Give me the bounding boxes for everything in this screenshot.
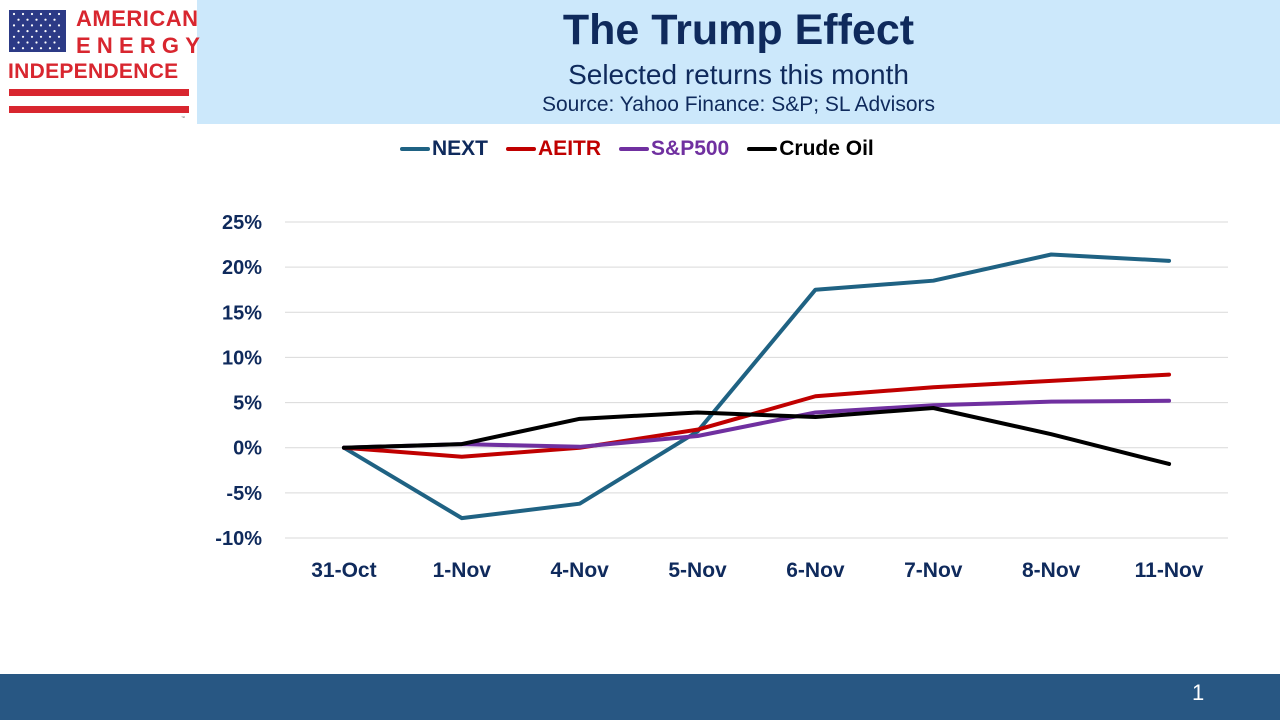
- flag-star: [21, 47, 25, 50]
- flag-star: [39, 47, 43, 50]
- flag-star: [35, 41, 38, 44]
- flag-star: [12, 12, 16, 16]
- legend-item-next: NEXT: [400, 137, 488, 161]
- y-tick-label: 10%: [222, 347, 262, 369]
- flag-star: [26, 18, 29, 21]
- logo-text-energy: ENERGY: [76, 33, 207, 58]
- legend-item-crude-oil: Crude Oil: [747, 137, 874, 161]
- legend-label-aeitr: AEITR: [538, 137, 602, 160]
- flag-star: [53, 41, 56, 44]
- footer-band: [0, 674, 1280, 720]
- legend-label-sp500: S&P500: [651, 137, 730, 160]
- slide-subtitle: Selected returns this month: [568, 59, 909, 90]
- header-band: [197, 0, 1280, 124]
- series-line-s-p500: [341, 398, 1172, 450]
- flag-star: [17, 18, 20, 21]
- x-axis-ticks: 31-Oct 1-Nov 4-Nov 5-Nov 6-Nov 7-Nov 8-Nov 11-N…: [311, 559, 1204, 582]
- flag-star: [35, 30, 38, 33]
- y-tick-label: 25%: [222, 212, 262, 234]
- flag-star: [39, 12, 43, 16]
- x-tick-label: 31-Oct: [311, 559, 376, 582]
- trademark-symbol: ™: [181, 115, 185, 120]
- logo-text-independence: INDEPENDENCE: [8, 60, 179, 83]
- x-tick-label: 5-Nov: [668, 559, 727, 582]
- flag-star: [39, 35, 43, 38]
- flag-star: [30, 24, 34, 27]
- y-tick-label: 20%: [222, 257, 262, 279]
- flag-star: [21, 12, 25, 16]
- x-tick-label: 11-Nov: [1135, 559, 1204, 582]
- flag-star: [17, 30, 20, 33]
- legend-swatch-sp500: [619, 147, 650, 151]
- flag-star: [17, 41, 20, 44]
- y-axis-ticks: 25% 20% 15% 10% 5% 0% -5% -10%: [215, 212, 262, 550]
- flag-star: [53, 18, 56, 21]
- flag-star: [30, 47, 34, 50]
- legend-item-aeitr: AEITR: [506, 137, 601, 161]
- x-tick-label: 7-Nov: [904, 559, 963, 582]
- legend-swatch-aeitr: [506, 147, 537, 151]
- flag-star: [48, 47, 52, 50]
- slide-title: The Trump Effect: [562, 6, 915, 54]
- flag-star: [57, 12, 61, 16]
- flag-star: [35, 18, 38, 21]
- legend-label-next: NEXT: [432, 137, 489, 160]
- flag-star: [26, 41, 29, 44]
- y-tick-label: 5%: [233, 393, 262, 415]
- flag-star: [57, 24, 61, 27]
- flag-star: [12, 35, 16, 38]
- logo-stripe: [9, 89, 189, 96]
- y-tick-label: 0%: [233, 438, 262, 460]
- y-tick-label: -10%: [215, 528, 262, 550]
- flag-star: [44, 41, 47, 44]
- flag-star: [53, 30, 56, 33]
- y-tick-label: -5%: [226, 483, 262, 505]
- legend-swatch-crude-oil: [747, 147, 778, 151]
- x-tick-label: 4-Nov: [551, 559, 610, 582]
- legend-label-crude-oil: Crude Oil: [779, 137, 874, 160]
- series-line-next: [341, 252, 1172, 521]
- x-tick-label: 6-Nov: [786, 559, 845, 582]
- flag-star: [44, 30, 47, 33]
- logo-text-american: AMERICAN: [76, 6, 199, 31]
- y-tick-label: 15%: [222, 302, 262, 324]
- x-tick-label: 8-Nov: [1022, 559, 1081, 582]
- flag-star: [12, 47, 16, 50]
- flag-star: [48, 12, 52, 16]
- legend-swatch-next: [400, 147, 430, 151]
- series-lines: [341, 252, 1172, 521]
- legend-item-sp500: S&P500: [619, 137, 729, 161]
- chart-legend: NEXT AEITR S&P500 Crude Oil: [400, 137, 874, 161]
- flag-star: [48, 24, 52, 27]
- x-tick-label: 1-Nov: [433, 559, 492, 582]
- us-flag-icon: [9, 10, 66, 52]
- page-number: 1: [1192, 680, 1205, 705]
- flag-star: [30, 12, 34, 16]
- series-line-crude-oil: [341, 405, 1172, 466]
- flag-star: [44, 18, 47, 21]
- flag-star: [57, 35, 61, 38]
- flag-star: [39, 24, 43, 27]
- american-energy-independence-logo: AMERICAN ENERGY INDEPENDENCE ™: [0, 0, 200, 124]
- flag-star: [26, 30, 29, 33]
- flag-star: [21, 35, 25, 38]
- flag-star: [12, 24, 16, 27]
- flag-star: [48, 35, 52, 38]
- logo-stripe: [9, 106, 189, 113]
- flag-star: [30, 35, 34, 38]
- flag-star: [21, 24, 25, 27]
- flag-star: [57, 47, 61, 50]
- source-note: Source: Yahoo Finance: S&P; SL Advisors: [541, 93, 935, 116]
